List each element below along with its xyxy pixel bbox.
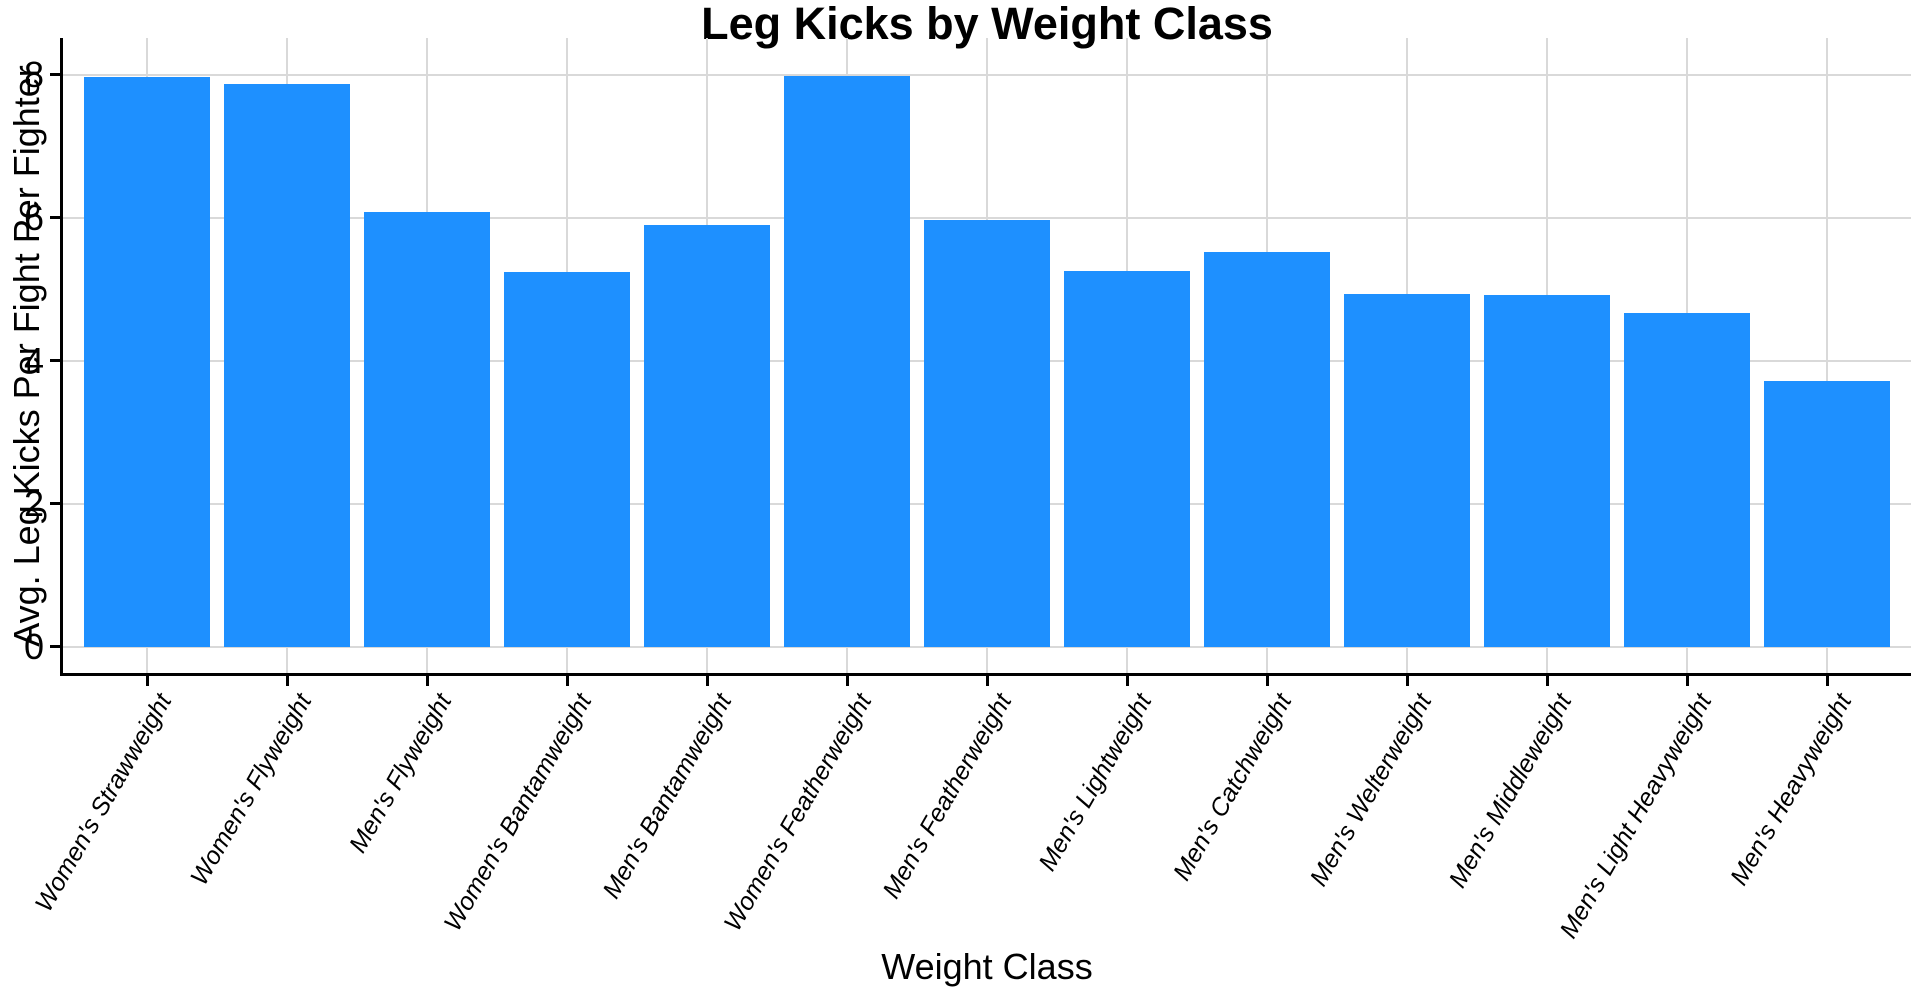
bar-mens-catchweight [1204, 251, 1330, 647]
y-tick-label-0: 0 [23, 625, 44, 667]
y-tick-4 [50, 359, 60, 363]
y-tick-6 [50, 216, 60, 220]
x-tick-mens-catchweight [1265, 676, 1269, 686]
x-tick-mens-lightweight [1125, 676, 1129, 686]
x-tick-mens-light-heavyweight [1685, 676, 1689, 686]
bar-mens-heavyweight [1764, 380, 1890, 647]
x-tick-mens-heavyweight [1825, 676, 1829, 686]
x-tick-mens-bantamweight [705, 676, 709, 686]
bar-womens-flyweight [224, 83, 350, 647]
x-tick-mens-middleweight [1545, 676, 1549, 686]
x-tick-mens-featherweight [985, 676, 989, 686]
bar-mens-featherweight [924, 219, 1050, 647]
x-tick-mens-flyweight [425, 676, 429, 686]
bar-mens-light-heavyweight [1624, 313, 1750, 647]
bar-mens-flyweight [364, 211, 490, 647]
x-tick-womens-bantamweight [565, 676, 569, 686]
bar-womens-strawweight [84, 76, 210, 647]
x-tick-mens-welterweight [1405, 676, 1409, 686]
y-tick-label-8: 8 [23, 53, 44, 95]
bar-mens-lightweight [1064, 270, 1190, 647]
x-tick-womens-strawweight [145, 676, 149, 686]
gridline-x-mens-heavyweight [1826, 38, 1828, 673]
bar-womens-featherweight [784, 76, 910, 647]
bar-mens-bantamweight [644, 225, 770, 647]
x-tick-womens-flyweight [285, 676, 289, 686]
y-tick-label-6: 6 [23, 196, 44, 238]
y-tick-label-4: 4 [23, 339, 44, 381]
bar-womens-bantamweight [504, 271, 630, 647]
y-tick-label-2: 2 [23, 482, 44, 524]
x-axis-title: Weight Class [881, 946, 1093, 987]
x-tick-womens-featherweight [845, 676, 849, 686]
bar-mens-welterweight [1344, 294, 1470, 647]
y-tick-2 [50, 502, 60, 506]
y-tick-8 [50, 73, 60, 77]
bar-mens-middleweight [1484, 294, 1610, 647]
y-tick-0 [50, 645, 60, 649]
plot-panel [60, 38, 1911, 676]
